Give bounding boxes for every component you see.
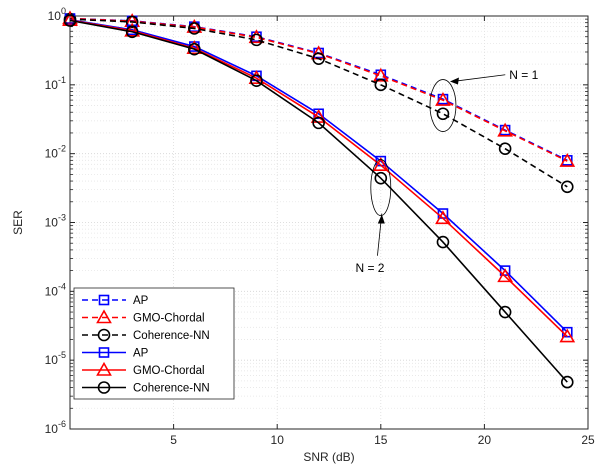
annotation-label-n1: N = 1 [509,68,538,82]
data-point [435,91,451,106]
data-point [250,33,263,47]
data-point [248,29,265,44]
y-tick-label: 10-4 [45,281,66,298]
annotation-arrow-n1 [451,74,506,82]
data-point [248,70,265,84]
data-point [498,142,512,156]
annotation-label-n2: N = 2 [355,261,384,275]
legend-marker [97,328,111,342]
legend-entry: Coherence-NN [82,381,210,395]
data-point [312,116,325,130]
x-tick-label: 25 [581,433,595,447]
legend-marker [98,347,110,358]
annotation-arrowhead-n1 [449,77,459,85]
legend-label: GMO-Chordal [133,313,205,325]
data-point [559,328,576,343]
series-group [62,10,576,389]
legend-marker [98,294,110,306]
y-tick-label: 10-5 [45,350,66,367]
y-tick-label: 10-2 [45,144,66,161]
data-point [436,235,450,249]
data-point [559,152,576,167]
y-tick-label: 100 [48,6,66,23]
legend-label: AP [133,295,149,307]
y-axis-title: SER [11,210,25,235]
legend-entry: AP [82,294,149,307]
series-line [69,18,568,188]
legend-entry: GMO-Chordal [82,361,205,377]
data-point [188,42,201,56]
legend-label: Coherence-NN [133,383,210,395]
annotations: N = 1 N = 2 [355,68,538,275]
x-tick-label: 10 [271,433,285,447]
x-tick-label: 20 [478,433,492,447]
x-tick-label: 15 [374,433,388,447]
data-point [499,265,511,276]
x-axis-title: SNR (dB) [303,450,354,464]
series-line [69,19,568,383]
y-tick-label: 10-3 [45,213,66,230]
legend-label: AP [133,348,149,360]
legend-entry: GMO-Chordal [82,309,205,325]
series-coherence-nn-n2 [63,14,574,389]
y-tick-label: 10-6 [45,419,66,436]
data-point [186,18,203,33]
data-point [62,12,78,26]
data-point [498,305,512,319]
data-point [374,78,388,92]
y-tick-label: 10-1 [45,75,66,92]
legend-entry: AP [82,347,149,360]
data-point [372,157,389,171]
data-point [250,74,263,87]
legend-box [73,287,235,400]
legend-label: GMO-Chordal [133,365,205,377]
x-tick-label: 5 [170,433,177,447]
data-point [125,25,139,39]
annotation-ellipse-n1 [429,79,457,132]
data-point [125,15,139,29]
data-point [62,10,78,25]
grid [70,16,589,429]
legend: AP GMO-Chordal Coherence-NN AP GMO-Chordal Co… [73,287,235,400]
legend-marker [97,381,111,394]
data-point [436,107,450,121]
axis-ticks: 5 10 15 20 25 10-6 10-5 10-4 10-3 10-2 10-1 100 [45,6,595,447]
annotation-arrowhead-n2 [377,214,385,224]
data-point [497,268,513,283]
series-line [69,19,568,333]
data-point [374,171,388,185]
data-point [312,52,325,65]
data-point [63,14,77,27]
data-point [188,22,201,35]
data-point [560,375,574,389]
legend-marker [96,309,112,324]
data-point [124,22,141,37]
legend-label: Coherence-NN [133,330,210,342]
data-point [435,210,451,225]
data-point [497,122,513,137]
legend-entry: Coherence-NN [82,328,210,342]
data-point [372,67,389,82]
legend-marker [96,361,112,376]
data-point [560,180,574,194]
annotation-ellipse-n2 [370,159,392,216]
